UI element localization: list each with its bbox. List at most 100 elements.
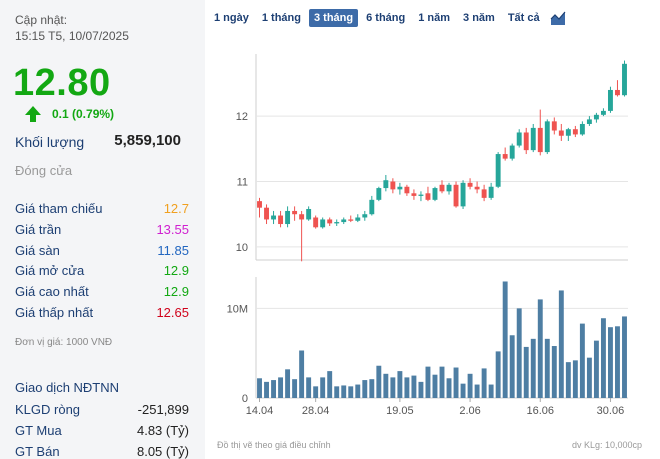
tab-3-tháng[interactable]: 3 tháng	[308, 9, 359, 27]
candle-body	[425, 193, 431, 200]
x-tick-label: 2.06	[459, 405, 480, 417]
volume-bar	[579, 323, 585, 398]
volume-bar	[264, 381, 269, 398]
x-tick-label: 28.04	[302, 405, 330, 417]
chart-panel: 1 ngày 1 tháng 3 tháng 6 tháng 1 năm 3 năm Tất…	[205, 0, 660, 459]
tab-6-tháng[interactable]: 6 tháng	[366, 12, 406, 24]
candle-body	[369, 199, 375, 215]
price-row: Giá tham chiếu 12.7	[15, 201, 189, 216]
volume-bar	[615, 326, 620, 398]
tab-1-tháng[interactable]: 1 tháng	[261, 12, 301, 24]
candle-body	[523, 132, 529, 151]
candle-body	[327, 219, 333, 224]
arrow-up-icon	[25, 106, 41, 122]
candle-body	[600, 110, 606, 115]
volume-bar	[299, 350, 305, 398]
candle-body	[257, 201, 262, 208]
candle-body	[264, 207, 269, 220]
volume-bar	[292, 379, 298, 398]
volume-bar	[551, 346, 557, 398]
candle-body	[495, 154, 501, 187]
candle-body	[306, 208, 312, 220]
foreign-row-label: GT Bán	[15, 444, 60, 459]
foreign-row-label: KLGD ròng	[15, 402, 81, 417]
price-row: Giá mở cửa 12.9	[15, 263, 189, 278]
foreign-row-value: 8.05 (Tỷ)	[136, 444, 189, 459]
volume-bar	[362, 380, 368, 398]
candle-body	[292, 210, 298, 215]
candle-body	[439, 184, 445, 192]
price-tick-label: 11	[237, 177, 248, 189]
candle-body	[593, 114, 599, 120]
volume-bar	[593, 340, 599, 398]
candle-body	[299, 214, 305, 220]
volume-bar	[523, 346, 529, 398]
current-price: 12.80	[13, 62, 111, 104]
candle-body	[271, 215, 277, 220]
volume-bar	[502, 281, 508, 398]
volume-label: Khối lượng	[15, 134, 85, 150]
foreign-trading-title: Giao dịch NĐTNN	[15, 380, 120, 395]
volume-bar	[411, 375, 417, 398]
tab-3-năm[interactable]: 3 năm	[463, 12, 495, 24]
candle-body	[551, 121, 557, 131]
x-tick-label: 30.06	[597, 405, 625, 417]
candle-body	[355, 217, 361, 221]
foreign-row: KLGD ròng -251,899	[15, 402, 189, 417]
volume-bar	[622, 316, 627, 398]
candle-body	[622, 63, 627, 96]
volume-bar	[537, 299, 543, 398]
volume-bar	[341, 385, 347, 398]
candle-body	[376, 188, 382, 200]
volume-bar	[418, 381, 424, 398]
price-volume-chart: 10 11 12 0 10M 14.04 28.04 19.05 2.06 16.06 30.06	[227, 54, 628, 417]
volume-bar	[495, 351, 501, 398]
candle-body	[334, 222, 340, 224]
area-chart-icon[interactable]	[550, 10, 566, 26]
foreign-row: GT Bán 8.05 (Tỷ)	[15, 444, 189, 459]
x-tick-label: 19.05	[386, 405, 414, 417]
tab-1-ngày[interactable]: 1 ngày	[214, 12, 249, 24]
candle-body	[313, 217, 319, 228]
candle-body	[530, 127, 536, 151]
candle-body	[460, 182, 466, 207]
volume-bar	[390, 377, 396, 398]
volume-bar	[558, 290, 564, 398]
price-row-value: 12.9	[163, 284, 189, 300]
candle-body	[390, 181, 396, 190]
volume-bar	[320, 377, 326, 398]
candle-body	[516, 132, 522, 146]
tab-Tất-cả[interactable]: Tất cả	[507, 12, 540, 24]
volume-bar	[607, 327, 613, 398]
volume-bar	[460, 383, 466, 398]
volume-bar	[467, 373, 473, 398]
volume-bar	[383, 373, 389, 398]
volume-bar	[432, 374, 438, 398]
candle-body	[362, 214, 368, 218]
candle-body	[579, 123, 585, 135]
foreign-row-label: GT Mua	[15, 423, 62, 438]
volume-bar	[600, 318, 606, 398]
volume-bar	[348, 386, 354, 398]
volume-bar	[586, 357, 592, 398]
candle-body	[467, 182, 473, 187]
price-row-label: Giá sàn	[15, 242, 60, 258]
candle-body	[537, 127, 543, 153]
candle-body	[509, 145, 515, 159]
price-change: 0.1 (0.79%)	[52, 107, 115, 121]
price-row: Giá thấp nhất 12.65	[15, 305, 189, 320]
candle-body	[404, 186, 410, 194]
candle-body	[285, 210, 291, 225]
price-row: Giá trần 13.55	[15, 222, 189, 237]
updated-time: 15:15 T5, 10/07/2025	[15, 29, 129, 43]
volume-bar	[572, 360, 578, 398]
candle-body	[607, 89, 613, 111]
foreign-row-value: 4.83 (Tỷ)	[136, 423, 189, 438]
volume-bar	[474, 384, 480, 398]
candle-body	[474, 186, 480, 190]
volume-bar	[565, 362, 571, 398]
volume-bar	[306, 377, 312, 398]
volume-bar	[488, 384, 494, 398]
stock-summary-panel: Cập nhật: 15:15 T5, 10/07/2025 12.80 0.1…	[0, 0, 205, 459]
tab-1-năm[interactable]: 1 năm	[418, 12, 451, 24]
